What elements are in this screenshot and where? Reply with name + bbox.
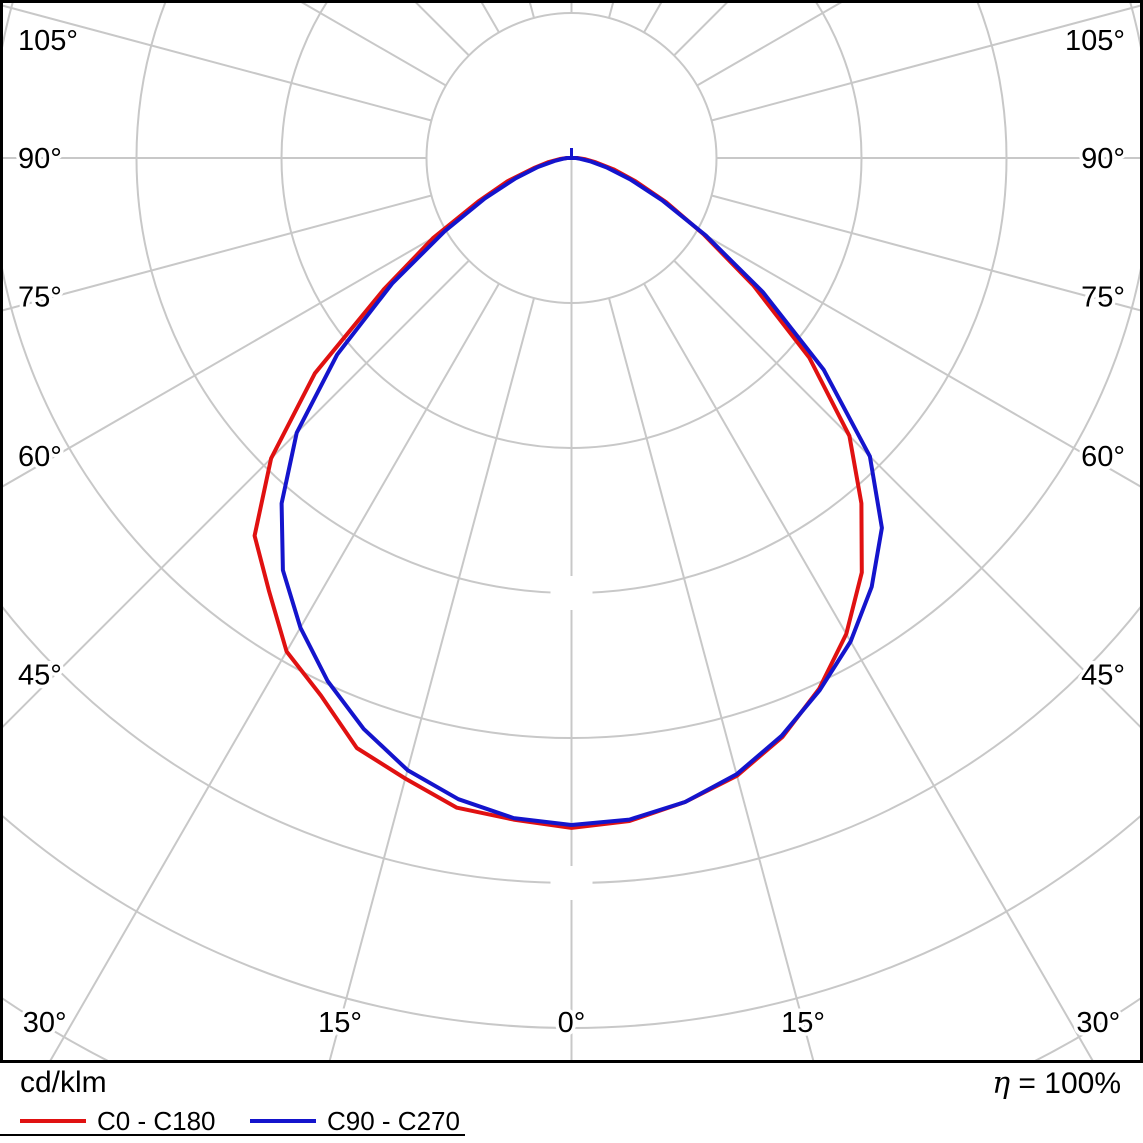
polar-grid-ray [696,229,1143,490]
polar-grid-ray [47,283,500,1063]
eta-symbol: η [992,1066,1011,1101]
angle-tick-label: 60° [18,441,62,473]
angle-tick-label: 60° [1081,441,1125,473]
angle-tick-label: 90° [18,143,62,175]
polar-grid-ray [0,194,432,313]
angle-tick-label: 75° [18,281,62,313]
polar-grid-ray [608,297,815,1063]
polar-grid-ray [0,259,470,731]
polar-grid-ray [711,3,1143,122]
c0-c180-label: C0 - C180 [97,1105,216,1136]
angle-tick-label: 15° [781,1007,825,1039]
polar-grid-ray [0,3,432,122]
c0-c180-line-swatch [20,1119,86,1123]
c90-c270-label: C90 - C270 [327,1105,460,1136]
angle-tick-label: 30° [23,1007,67,1039]
curve-c0-c180 [252,156,864,830]
legend: C0 - C180 C90 - C270 [0,1105,1143,1137]
angle-tick-label: 105° [1065,25,1125,57]
efficiency-label: η = 100% [992,1066,1121,1101]
legend-item-c90-c270: C90 - C270 [250,1105,460,1137]
angle-tick-label: 105° [18,25,78,57]
c90-c270-line-swatch [250,1119,316,1123]
polar-grid-ray [711,194,1143,313]
polar-grid-ray [328,297,535,1063]
angle-tick-label: 45° [1081,660,1125,692]
footer-divider [0,1134,465,1136]
angle-tick-label: 0° [558,1007,586,1039]
angle-tick-label: 45° [18,660,62,692]
axis-label-mask [550,576,593,610]
polar-grid-ray [673,259,1143,731]
unit-label: cd/klm [20,1066,107,1099]
polar-grid-ray [643,283,1096,1063]
angle-tick-label: 15° [318,1007,362,1039]
angle-tick-label: 30° [1076,1007,1120,1039]
eta-value: = 100% [1010,1067,1121,1100]
legend-item-c0-c180: C0 - C180 [20,1105,216,1137]
plot-border [0,0,1143,1063]
angle-tick-label: 75° [1081,281,1125,313]
polar-grid-ray [0,229,447,490]
chart-footer: cd/klm η = 100% C0 - C180 C90 - C270 [0,1063,1143,1143]
curve-c90-c270 [279,156,884,827]
polar-plot: 0° 15° 15° 30° 30° 45° 45° 60° 60° 75° 75° 90° 90° 10… [0,0,1143,1063]
axis-label-mask [550,866,593,900]
angle-tick-label: 90° [1081,143,1125,175]
